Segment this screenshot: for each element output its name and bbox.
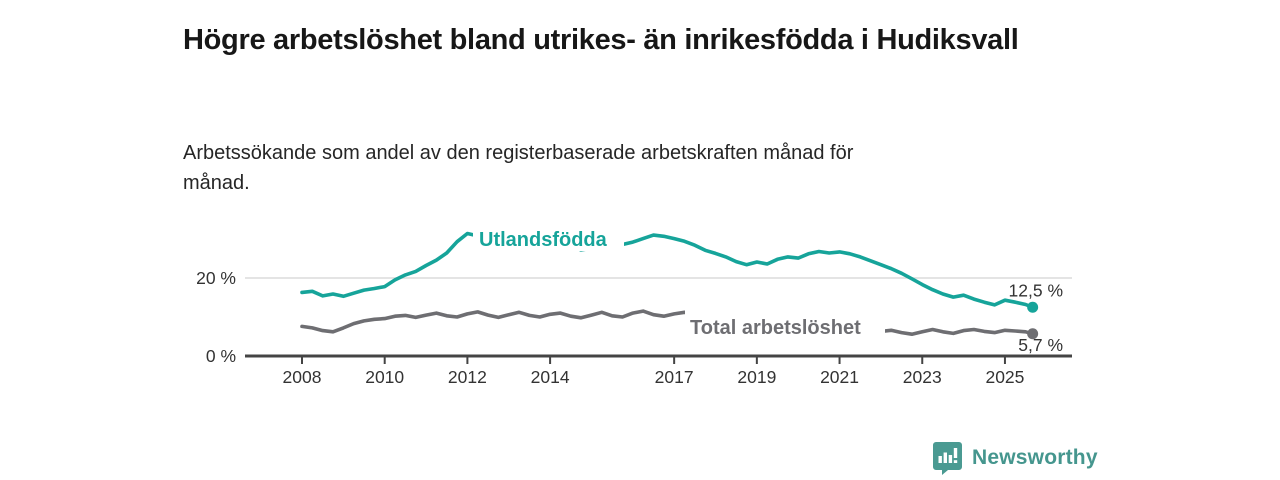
series-end-value-label-total-arbetsloshet: 5,7 % (1018, 335, 1063, 355)
x-tick-label: 2008 (283, 367, 322, 387)
end-value-labels-layer: 12,5 % 5,7 % (1009, 280, 1063, 355)
page-title: Högre arbetslöshet bland utrikes- än inr… (183, 24, 1019, 57)
y-tick-label: 20 % (196, 268, 236, 288)
x-tick-label: 2025 (985, 367, 1024, 387)
series-end-value-label-utlandsfodda: 12,5 % (1009, 280, 1063, 300)
series-label-utlandsfodda: Utlandsfödda (479, 229, 608, 251)
page-subtitle: Arbetssökande som andel av den registerb… (183, 142, 854, 194)
series-layer (300, 231, 1035, 337)
x-tick-label: 2014 (531, 367, 570, 387)
series-labels-layer: Utlandsfödda Total arbetslöshet (479, 229, 861, 339)
x-tick-label: 2017 (655, 367, 694, 387)
logo-bar-2 (943, 452, 947, 463)
series-end-dot-total-arbetsloshet (1027, 328, 1039, 340)
newsworthy-logo-icon (933, 442, 962, 475)
newsworthy-logo: Newsworthy (932, 441, 1098, 475)
series-label-backgrounds (473, 227, 885, 338)
logo-exclamation-dot (953, 460, 958, 463)
x-tick-label: 2019 (737, 367, 776, 387)
y-tick-label: 0 % (206, 346, 236, 366)
axis-layer: 0 % 20 % 2008 2010 2012 2014 2017 2019 2021 2023 2… (196, 268, 1072, 387)
series-line-total-arbetsloshet (300, 309, 1035, 337)
x-tick-label: 2010 (365, 367, 404, 387)
utlandsfodda-label-background (473, 227, 624, 251)
series-line-utlandsfodda (300, 231, 1035, 310)
logo-bar-3 (948, 455, 953, 463)
x-tick-label: 2012 (448, 367, 487, 387)
x-tick-label: 2021 (820, 367, 859, 387)
newsworthy-logo-text: Newsworthy (972, 446, 1098, 469)
logo-exclamation-bar (953, 448, 958, 458)
logo-bar-1 (938, 456, 942, 463)
total-label-background (685, 310, 885, 338)
series-end-dot-utlandsfodda (1027, 301, 1039, 313)
x-tick-label: 2023 (903, 367, 942, 387)
series-label-total-arbetsloshet: Total arbetslöshet (690, 317, 861, 339)
